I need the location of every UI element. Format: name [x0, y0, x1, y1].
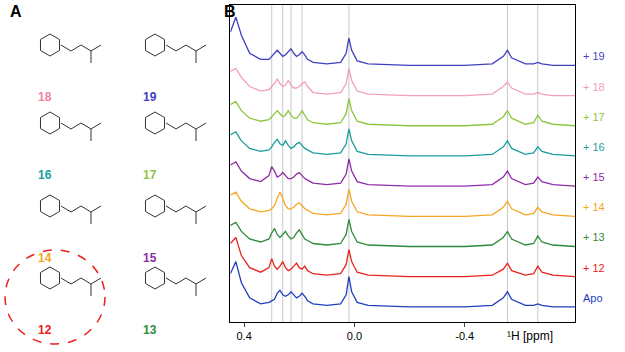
svg-text:18: 18	[38, 90, 52, 104]
svg-text:+ 12: + 12	[583, 262, 605, 274]
svg-text:19: 19	[143, 90, 157, 104]
svg-text:17: 17	[143, 168, 157, 182]
svg-text:+ 15: + 15	[583, 171, 605, 183]
svg-text:+ 19: + 19	[583, 50, 605, 62]
svg-text:16: 16	[38, 168, 52, 182]
svg-text:14: 14	[38, 251, 52, 265]
svg-text:-0.4: -0.4	[455, 330, 474, 342]
svg-text:¹H [ppm]: ¹H [ppm]	[507, 329, 553, 343]
svg-text:15: 15	[143, 251, 157, 265]
svg-text:12: 12	[38, 323, 52, 337]
svg-text:A: A	[10, 3, 22, 20]
svg-text:+ 18: + 18	[583, 81, 605, 93]
svg-text:+ 14: + 14	[583, 201, 605, 213]
svg-text:+ 16: + 16	[583, 141, 605, 153]
svg-text:0.0: 0.0	[347, 330, 362, 342]
svg-text:+ 17: + 17	[583, 111, 605, 123]
svg-text:13: 13	[143, 323, 157, 337]
svg-text:B: B	[224, 3, 236, 20]
svg-text:0.4: 0.4	[236, 330, 251, 342]
svg-text:Apo: Apo	[583, 292, 603, 304]
svg-text:+ 13: + 13	[583, 231, 605, 243]
